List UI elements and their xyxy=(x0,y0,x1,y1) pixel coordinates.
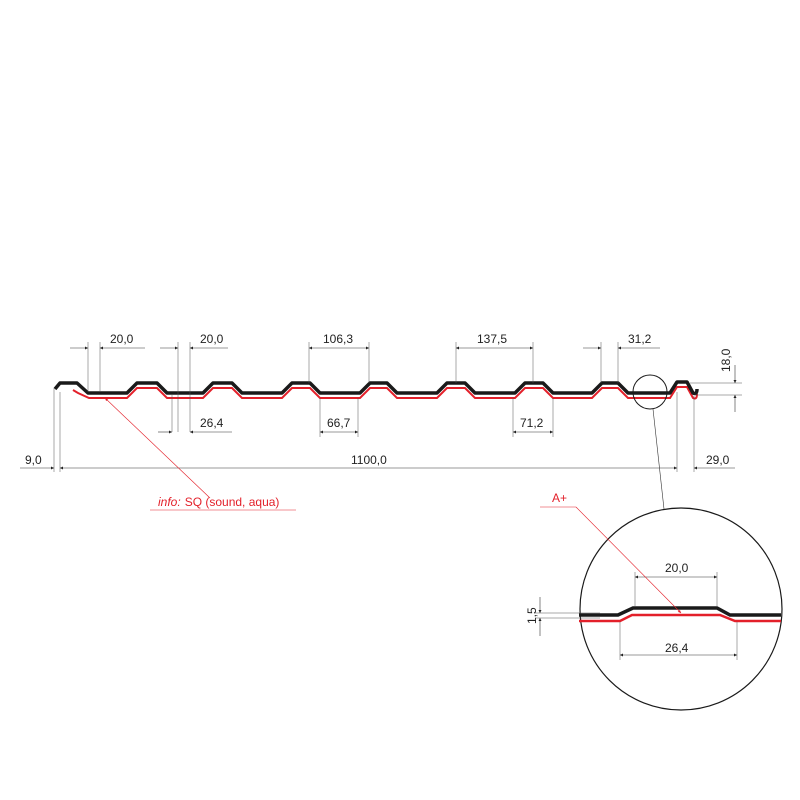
info-prefix: info: xyxy=(158,495,181,509)
detail-top-width: 20,0 xyxy=(665,561,689,575)
dim-label-left: 9,0 xyxy=(25,453,42,467)
dim-label: 26,4 xyxy=(200,416,224,430)
detail-view: 20,0 26,4 1,5 A+ xyxy=(525,491,783,711)
dim-rib-top-second: 20,0 xyxy=(160,332,228,432)
svg-text:info:SQ (sound, aqua): info: SQ (sound, aqua) xyxy=(158,495,279,509)
detail-label: A+ xyxy=(552,491,567,505)
detail-leader xyxy=(652,408,665,510)
detail-thickness: 1,5 xyxy=(525,607,539,624)
dim-label: 106,3 xyxy=(323,332,353,346)
dim-pitch-a: 106,3 xyxy=(308,332,370,383)
info-callout: info: SQ (sound, aqua) xyxy=(104,397,296,511)
dim-valley-a: 66,7 xyxy=(319,398,359,437)
dim-label: 31,2 xyxy=(628,332,652,346)
dim-valley-b: 71,2 xyxy=(512,398,554,437)
dim-label-right: 29,0 xyxy=(706,453,730,467)
dim-height: 18,0 xyxy=(690,348,742,412)
dim-label: 66,7 xyxy=(327,416,351,430)
dim-label-width: 1100,0 xyxy=(351,453,387,467)
dim-rib-bottom: 26,4 xyxy=(158,395,232,434)
dim-pitch-b: 137,5 xyxy=(455,332,534,383)
dim-label: 137,5 xyxy=(477,332,507,346)
dim-rib-top-left: 20,0 xyxy=(70,332,145,392)
info-text: SQ (sound, aqua) xyxy=(185,495,280,509)
dim-rib-top-right: 31,2 xyxy=(583,332,660,383)
dim-label: 18,0 xyxy=(719,348,733,372)
dim-label: 20,0 xyxy=(200,332,224,346)
dim-label: 20,0 xyxy=(110,332,134,346)
dim-overall: 9,0 1100,0 29,0 xyxy=(20,388,735,472)
coating-layer xyxy=(72,386,698,400)
detail-bottom-width: 26,4 xyxy=(665,641,689,655)
sheet-profile xyxy=(53,380,699,396)
detail-marker xyxy=(632,374,668,410)
dim-label: 71,2 xyxy=(520,416,544,430)
